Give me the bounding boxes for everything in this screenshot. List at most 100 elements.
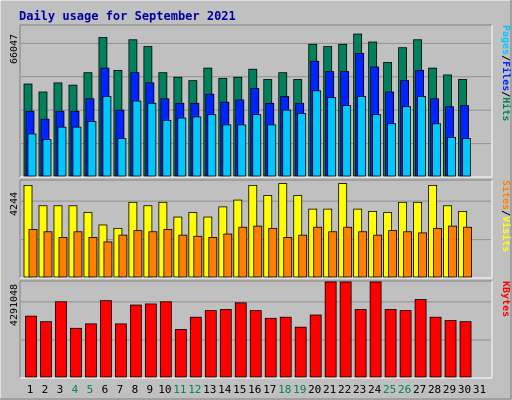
x-tick-label: 1	[27, 383, 34, 396]
legend-entry: Files	[500, 61, 512, 91]
bar-kbytes-day-5	[85, 323, 97, 378]
legend-entry: Hits	[500, 97, 512, 121]
bar-pages-day-15	[237, 124, 247, 177]
bar-kbytes-day-30	[459, 321, 472, 378]
bar-pages-day-21	[327, 97, 337, 177]
bar-sites-day-12	[193, 235, 203, 278]
x-tick-label: 30	[458, 383, 471, 396]
legend-entry: Sites	[500, 180, 512, 210]
bar-pages-day-27	[417, 96, 426, 177]
x-tick-label: 5	[87, 383, 94, 396]
x-tick-label: 22	[338, 383, 351, 396]
x-tick-label: 14	[218, 383, 232, 396]
bar-pages-day-30	[462, 138, 471, 177]
bar-sites-day-26	[403, 231, 413, 278]
x-tick-label: 7	[117, 383, 124, 396]
x-tick-label: 26	[398, 383, 411, 396]
bar-kbytes-day-7	[115, 323, 127, 378]
x-axis-labels: 1 2 3 4 5 6 7 8 9 10 11 12 13 14 15 16 17 18 19 20 21 22 23 24 2…	[27, 383, 486, 396]
panel-legend: Pages/Files/Hits	[500, 25, 512, 121]
bar-sites-day-25	[388, 230, 398, 278]
bar-kbytes-day-20	[309, 314, 322, 378]
bar-kbytes-day-15	[234, 302, 247, 378]
bar-sites-day-6	[103, 241, 113, 278]
x-tick-label: 23	[353, 383, 366, 396]
panel-legend: KBytes	[500, 281, 511, 317]
bar-sites-day-2	[43, 231, 53, 278]
bar-kbytes-day-24	[369, 281, 382, 378]
bar-pages-day-12	[192, 116, 202, 177]
x-tick-label: 15	[233, 383, 246, 396]
bar-sites-day-27	[418, 232, 427, 278]
panel-max-label: 4291048	[9, 284, 20, 326]
x-tick-label: 8	[132, 383, 139, 396]
bar-kbytes-day-2	[40, 321, 52, 378]
x-tick-label: 16	[248, 383, 261, 396]
bar-kbytes-day-10	[159, 301, 172, 378]
bar-sites-day-30	[463, 226, 472, 278]
x-tick-label: 12	[188, 383, 201, 396]
x-tick-label: 31	[473, 383, 486, 396]
bar-pages-day-24	[372, 114, 382, 177]
bar-kbytes-day-14	[219, 309, 232, 378]
bar-pages-day-7	[117, 138, 127, 177]
bar-sites-day-15	[238, 226, 248, 278]
bar-pages-day-28	[432, 123, 441, 177]
bar-kbytes-day-27	[414, 299, 427, 378]
bar-kbytes-day-17	[264, 317, 277, 378]
bar-pages-day-26	[402, 106, 412, 177]
bar-sites-day-1	[28, 229, 38, 278]
x-tick-label: 11	[173, 383, 186, 396]
bar-pages-day-19	[297, 113, 307, 177]
bar-pages-day-20	[312, 90, 322, 177]
x-tick-label: 6	[102, 383, 109, 396]
bar-sites-day-21	[328, 231, 338, 278]
bar-sites-day-4	[73, 231, 83, 278]
bar-kbytes-day-23	[354, 309, 367, 378]
bar-kbytes-day-3	[55, 301, 67, 378]
bar-pages-day-8	[132, 100, 142, 177]
panel-kbytes: 4291048 KBytes	[9, 280, 511, 379]
x-tick-label: 19	[293, 383, 306, 396]
bar-pages-day-16	[252, 114, 262, 177]
bar-sites-day-5	[88, 237, 98, 278]
bar-pages-day-18	[282, 109, 292, 177]
bar-pages-day-3	[57, 126, 67, 177]
x-tick-label: 18	[278, 383, 291, 396]
bar-pages-day-4	[72, 126, 82, 177]
bar-pages-day-10	[162, 119, 172, 177]
bar-sites-day-13	[208, 237, 218, 278]
x-tick-label: 24	[368, 383, 382, 396]
bar-pages-day-11	[177, 117, 187, 177]
bar-kbytes-day-6	[100, 300, 112, 378]
bar-kbytes-day-19	[294, 326, 307, 378]
panel-legend: Sites/Visits	[500, 180, 512, 252]
bar-kbytes-day-9	[144, 303, 157, 378]
panel-visits: 4244 Sites/Visits	[9, 179, 512, 279]
bar-kbytes-day-16	[249, 310, 262, 378]
x-tick-label: 17	[263, 383, 276, 396]
legend-entry: Visits	[500, 216, 512, 252]
bar-sites-day-14	[223, 233, 233, 278]
x-tick-label: 13	[203, 383, 216, 396]
bar-sites-day-19	[298, 234, 308, 278]
bar-sites-day-29	[448, 225, 457, 278]
bar-kbytes-day-29	[444, 320, 457, 378]
x-tick-label: 25	[383, 383, 396, 396]
bar-sites-day-28	[433, 227, 442, 278]
bar-kbytes-day-4	[70, 327, 82, 378]
legend-entry: KBytes	[500, 281, 511, 317]
bar-pages-day-22	[342, 105, 352, 177]
x-tick-label: 27	[413, 383, 426, 396]
bar-kbytes-day-1	[25, 315, 37, 378]
bar-sites-day-22	[343, 226, 353, 278]
bar-sites-day-23	[358, 231, 368, 278]
x-tick-label: 4	[72, 383, 79, 396]
x-tick-label: 2	[42, 383, 49, 396]
bar-kbytes-day-26	[399, 310, 412, 378]
bar-pages-day-6	[102, 96, 112, 177]
bar-kbytes-day-18	[279, 316, 292, 378]
chart-title: Daily usage for September 2021	[19, 9, 236, 23]
